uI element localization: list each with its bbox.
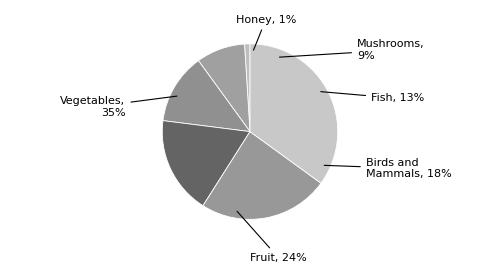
Wedge shape	[244, 44, 250, 132]
Text: Honey, 1%: Honey, 1%	[236, 15, 296, 50]
Text: Mushrooms,
9%: Mushrooms, 9%	[280, 39, 424, 61]
Wedge shape	[203, 132, 321, 219]
Wedge shape	[162, 120, 250, 206]
Wedge shape	[250, 44, 338, 183]
Text: Fruit, 24%: Fruit, 24%	[237, 211, 306, 263]
Text: Birds and
Mammals, 18%: Birds and Mammals, 18%	[324, 158, 452, 179]
Wedge shape	[163, 61, 250, 132]
Text: Fish, 13%: Fish, 13%	[320, 92, 424, 103]
Wedge shape	[198, 44, 250, 132]
Text: Vegetables,
35%: Vegetables, 35%	[60, 96, 177, 118]
